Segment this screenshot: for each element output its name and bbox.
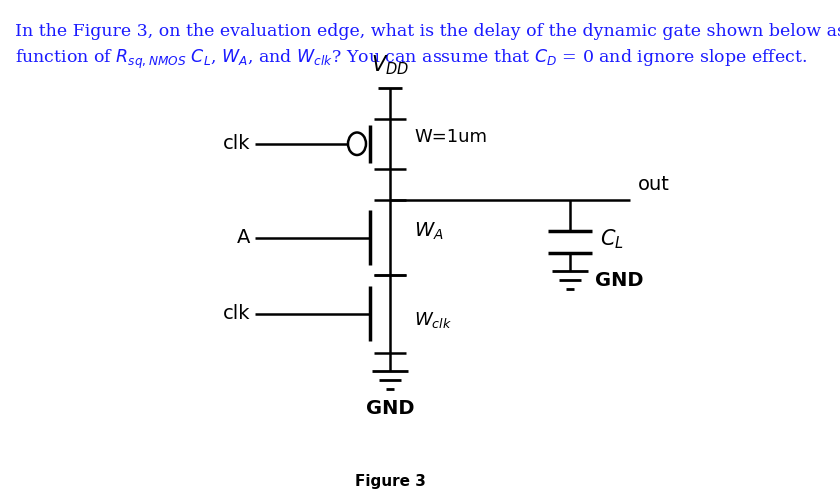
Text: GND: GND — [595, 270, 643, 289]
Text: $V_{DD}$: $V_{DD}$ — [371, 54, 409, 78]
Text: $W_A$: $W_A$ — [414, 220, 444, 242]
Text: $C_L$: $C_L$ — [600, 228, 624, 251]
Text: function of $R_{sq,NMOS}$ $C_L$, $W_A$, and $W_{clk}$? You can assume that $C_D$: function of $R_{sq,NMOS}$ $C_L$, $W_A$, … — [15, 48, 807, 70]
Text: $W_{clk}$: $W_{clk}$ — [414, 310, 452, 330]
Text: A: A — [237, 228, 250, 247]
Text: Figure 3: Figure 3 — [354, 474, 425, 489]
Text: out: out — [638, 176, 669, 195]
Text: clk: clk — [223, 134, 250, 153]
Text: GND: GND — [365, 399, 414, 418]
Text: W=1um: W=1um — [414, 128, 487, 146]
Text: In the Figure 3, on the evaluation edge, what is the delay of the dynamic gate s: In the Figure 3, on the evaluation edge,… — [15, 22, 840, 40]
Text: clk: clk — [223, 304, 250, 324]
